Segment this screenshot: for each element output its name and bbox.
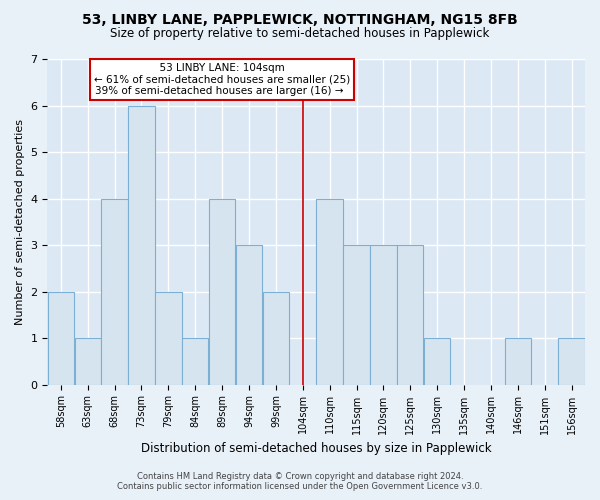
Bar <box>505 338 531 384</box>
Bar <box>370 245 397 384</box>
Text: Contains HM Land Registry data © Crown copyright and database right 2024.
Contai: Contains HM Land Registry data © Crown c… <box>118 472 482 491</box>
X-axis label: Distribution of semi-detached houses by size in Papplewick: Distribution of semi-detached houses by … <box>141 442 491 455</box>
Bar <box>74 338 101 384</box>
Bar <box>236 245 262 384</box>
Text: 53, LINBY LANE, PAPPLEWICK, NOTTINGHAM, NG15 8FB: 53, LINBY LANE, PAPPLEWICK, NOTTINGHAM, … <box>82 12 518 26</box>
Bar <box>209 198 235 384</box>
Text: 53 LINBY LANE: 104sqm  
← 61% of semi-detached houses are smaller (25)
39% of se: 53 LINBY LANE: 104sqm ← 61% of semi-deta… <box>94 62 350 96</box>
Bar <box>47 292 74 384</box>
Bar <box>101 198 128 384</box>
Bar <box>397 245 424 384</box>
Bar <box>343 245 370 384</box>
Bar <box>263 292 289 384</box>
Bar <box>155 292 182 384</box>
Y-axis label: Number of semi-detached properties: Number of semi-detached properties <box>15 119 25 325</box>
Bar <box>559 338 585 384</box>
Text: Size of property relative to semi-detached houses in Papplewick: Size of property relative to semi-detach… <box>110 28 490 40</box>
Bar <box>316 198 343 384</box>
Bar <box>424 338 451 384</box>
Bar <box>182 338 208 384</box>
Bar <box>128 106 155 384</box>
